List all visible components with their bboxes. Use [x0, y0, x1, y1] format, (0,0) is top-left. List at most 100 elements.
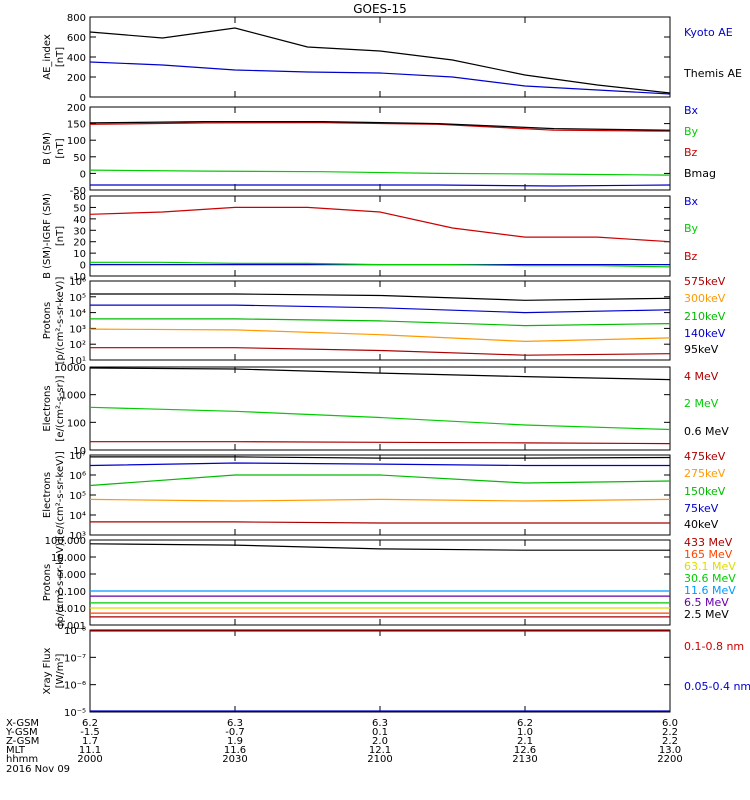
legend-entry: 40keV — [684, 518, 719, 531]
legend-entry: Bx — [684, 104, 699, 117]
ephemeris-value: -1.5 — [80, 727, 100, 738]
legend-entry: Kyoto AE — [684, 26, 733, 39]
y-tick-label: 10.000 — [51, 553, 86, 564]
ephemeris-value: 12.1 — [369, 745, 391, 756]
y-tick-label: 10¹ — [69, 356, 86, 367]
legend-entry: Bx — [684, 195, 699, 208]
y-tick-label: 60 — [73, 192, 86, 203]
legend-entry: 63.1 MeV — [684, 560, 736, 573]
legend-entry: Bmag — [684, 167, 716, 180]
legend-entry: 95keV — [684, 343, 719, 356]
y-tick-label: 1.000 — [57, 570, 86, 581]
y-axis-unit: [nT] — [55, 138, 66, 158]
series-line-by — [90, 261, 671, 268]
y-axis-unit: [e/(cm²-s-sr-keV)] — [55, 451, 66, 539]
legend-entry: 2 MeV — [684, 397, 719, 410]
series-line-by — [89, 169, 671, 176]
panel-6: 10⁷ 10⁶ 10⁵ 10⁴ 10³ Electrons [e/(cm²-s-sr-keV… — [42, 450, 726, 542]
y-tick-label: 50 — [73, 153, 86, 164]
y-tick-label: 150 — [67, 120, 86, 131]
legend-entry: 0.05-0.4 nm — [684, 680, 750, 693]
ephemeris-value: 1.7 — [82, 736, 98, 747]
series-line-bx — [90, 184, 671, 187]
ephemeris-row-label: 2016 Nov 09 — [6, 764, 70, 775]
ephemeris-value: 0.1 — [372, 727, 388, 738]
panel-4: 10⁶ 10⁵ 10⁴ 10³ 10² 10¹ Protons [p/(cm²-s-sr-ke… — [42, 275, 726, 367]
legend-entry: Bz — [684, 250, 698, 263]
y-tick-label: -10 — [70, 272, 86, 283]
y-axis-unit: [nT] — [55, 47, 66, 67]
panel-frame — [89, 539, 671, 626]
ephemeris-value: 13.0 — [659, 745, 681, 756]
ephemeris-value: 6.0 — [662, 718, 678, 729]
ephemeris-value: 6.3 — [227, 718, 243, 729]
y-tick-label: 10⁴ — [69, 511, 86, 522]
ephemeris-value: 11.6 — [224, 745, 246, 756]
series-line-4-mev — [90, 441, 671, 445]
y-tick-label: 100 — [67, 418, 86, 429]
ephemeris-value: 6.3 — [372, 718, 388, 729]
y-axis-unit: [e/(cm²-s-sr)] — [55, 375, 66, 441]
y-axis-unit: [p/(cm²-s-sr-keV)] — [55, 539, 66, 627]
series-line-150kev — [89, 474, 671, 487]
legend-entry: 140keV — [684, 327, 726, 340]
panel-2: 200 150 100 50 0 -50 B (SM) [nT] Bx By Bz Bmag — [42, 103, 716, 197]
ephemeris-value: 2130 — [512, 754, 537, 765]
y-tick-label: 10⁵ — [69, 293, 86, 304]
ephemeris-value: 6.2 — [517, 718, 533, 729]
y-tick-label: 30 — [73, 226, 86, 237]
y-tick-label: 10⁻⁷ — [64, 653, 86, 664]
y-tick-label: 10³ — [69, 324, 86, 335]
legend-entry: Themis AE — [683, 67, 742, 80]
legend-entry: 150keV — [684, 485, 726, 498]
y-tick-label: 1000 — [61, 391, 86, 402]
y-tick-label: 10² — [69, 340, 86, 351]
ephemeris-value: 2.1 — [517, 736, 533, 747]
y-tick-label: 800 — [67, 13, 86, 24]
y-tick-label: 0 — [80, 261, 86, 272]
y-axis-title: Protons — [42, 302, 53, 339]
ephemeris-value: 2.0 — [372, 736, 388, 747]
ephemeris-value: -0.7 — [225, 727, 245, 738]
series-line-140kev — [90, 304, 671, 314]
legend-entry: 75keV — [684, 502, 719, 515]
legend-entry: 2.5 MeV — [684, 608, 729, 621]
series-line-40kev — [90, 456, 671, 459]
panel-frame — [89, 629, 671, 713]
panel-5: 10000 1000 100 10 Electrons [e/(cm²-s-sr)] 4 M… — [42, 363, 729, 457]
legend-entry: By — [684, 222, 699, 235]
plot-title: GOES-15 — [353, 2, 407, 16]
ephemeris-row-label: MLT — [6, 745, 26, 756]
ephemeris-row-label: X-GSM — [6, 718, 39, 729]
series-line-2-mev — [89, 406, 671, 431]
series-line-210kev — [90, 318, 671, 327]
ephemeris-value: 2100 — [367, 754, 392, 765]
y-axis-unit: [nT] — [55, 226, 66, 246]
y-tick-label: 10³ — [69, 531, 86, 542]
y-tick-label: 100.000 — [45, 536, 86, 547]
y-tick-label: 10⁻⁸ — [64, 626, 86, 637]
y-tick-label: 50 — [73, 203, 86, 214]
series-line-300kev — [89, 328, 671, 343]
legend-entry: 0.6 MeV — [684, 425, 729, 438]
y-tick-label: 200 — [67, 73, 86, 84]
y-tick-label: 10⁵ — [69, 491, 86, 502]
y-tick-label: 20 — [73, 238, 86, 249]
legend-entry: Bz — [684, 146, 698, 159]
y-tick-label: 0 — [80, 93, 86, 104]
y-tick-label: 10⁶ — [69, 277, 86, 288]
panel-frame — [89, 106, 671, 191]
ephemeris-value: 12.6 — [514, 745, 536, 756]
ephemeris-value: 2030 — [222, 754, 247, 765]
y-tick-label: -50 — [70, 186, 86, 197]
y-tick-label: 10⁷ — [69, 451, 86, 462]
legend-entry: 6.5 MeV — [684, 596, 729, 609]
ephemeris-value: 2.2 — [662, 736, 678, 747]
panel-8: 10⁻⁸ 10⁻⁷ 10⁻⁶ 10⁻⁵ Xray Flux [W/m²] 0.1-0.8 n… — [42, 626, 750, 719]
legend-entry: 300keV — [684, 292, 726, 305]
y-axis-title: AE_index — [42, 34, 53, 80]
y-tick-label: 10⁴ — [69, 309, 86, 320]
series-line-575kev — [90, 347, 671, 356]
